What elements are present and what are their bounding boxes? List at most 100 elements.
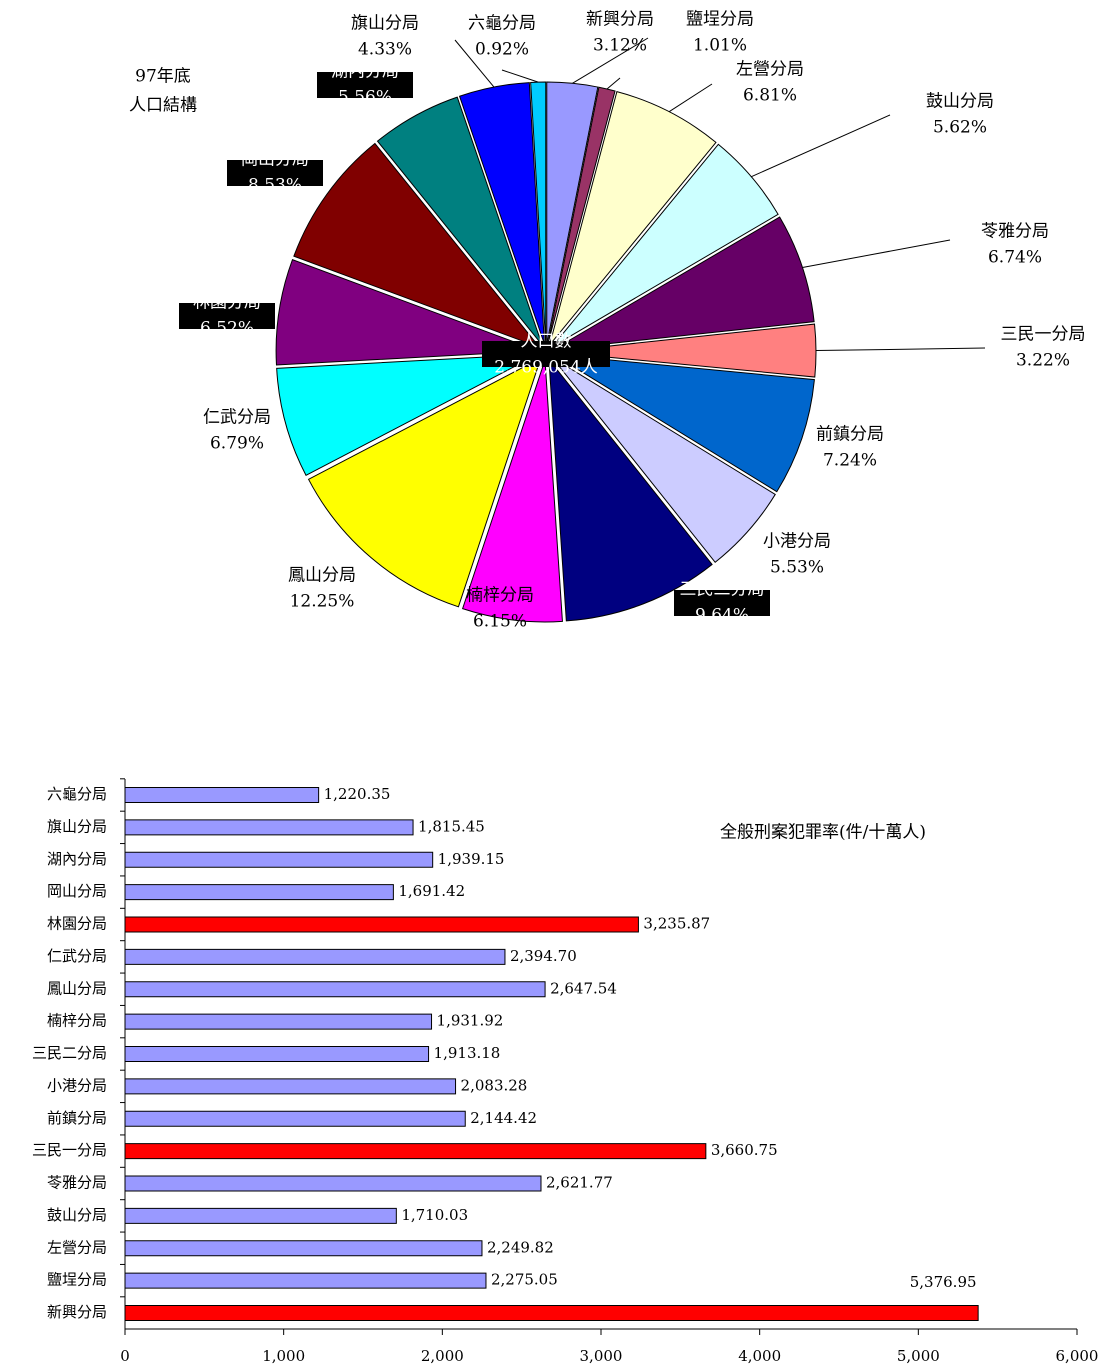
slice-label: 前鎮分局 bbox=[816, 425, 884, 445]
bar-value-label: 1,815.45 bbox=[418, 817, 485, 835]
y-tick-label: 鹽埕分局 bbox=[47, 1271, 107, 1289]
pie-slice bbox=[547, 86, 616, 345]
pie-slice bbox=[553, 216, 815, 350]
y-tick-label: 左營分局 bbox=[47, 1238, 107, 1256]
pie-slice bbox=[293, 142, 542, 349]
bar-value-label: 1,220.35 bbox=[324, 785, 391, 803]
bar-value-label: 1,931.92 bbox=[437, 1012, 504, 1030]
bar-value-label: 2,083.28 bbox=[461, 1076, 528, 1094]
leader-line bbox=[802, 239, 951, 268]
slice-value-label: 5.56% bbox=[338, 88, 392, 108]
bar bbox=[124, 1305, 979, 1321]
slice-value-label: 6.74% bbox=[988, 248, 1042, 268]
bar-value-label: 1,913.18 bbox=[434, 1044, 501, 1062]
bar bbox=[124, 787, 320, 803]
y-tick-label: 岡山分局 bbox=[47, 882, 107, 900]
x-tick-label: 3,000 bbox=[580, 1347, 623, 1365]
bar bbox=[124, 1207, 397, 1224]
pie-slice bbox=[307, 357, 542, 608]
label-box bbox=[674, 590, 770, 616]
slice-value-label: 6.15% bbox=[473, 612, 527, 632]
slice-value-label: 4.33% bbox=[358, 40, 412, 60]
center-box bbox=[482, 341, 610, 367]
y-tick-label: 鼓山分局 bbox=[47, 1206, 107, 1224]
bar-value-label: 1,939.15 bbox=[438, 850, 505, 868]
bar bbox=[124, 884, 394, 901]
bar bbox=[124, 1110, 466, 1127]
slice-label: 六龜分局 bbox=[468, 14, 536, 34]
bar-value-label: 2,621.77 bbox=[546, 1174, 613, 1192]
bar-title: 全般刑案犯罪率(件/十萬人) bbox=[720, 823, 926, 843]
pie-slice bbox=[530, 81, 547, 345]
label-box bbox=[179, 303, 275, 329]
x-tick-label: 1,000 bbox=[262, 1347, 305, 1365]
pie-slice bbox=[551, 143, 779, 348]
y-tick-label: 三民一分局 bbox=[32, 1141, 107, 1159]
slice-value-label: 9.64% bbox=[695, 606, 749, 626]
pie-slice bbox=[553, 354, 815, 493]
slice-label: 三民二分局 bbox=[680, 580, 765, 600]
slice-value-label: 3.22% bbox=[1016, 351, 1070, 371]
bar bbox=[124, 1143, 707, 1160]
bar bbox=[124, 981, 546, 998]
y-tick-label: 湖內分局 bbox=[47, 850, 107, 868]
x-tick-label: 0 bbox=[120, 1347, 130, 1365]
leader-line bbox=[572, 37, 649, 84]
pie-slice bbox=[276, 353, 539, 477]
slice-label: 旗山分局 bbox=[351, 14, 419, 34]
center-value: 2,769,054人 bbox=[494, 358, 598, 378]
y-tick-label: 鳳山分局 bbox=[47, 979, 107, 997]
slice-label: 仁武分局 bbox=[203, 408, 271, 428]
bar bbox=[124, 1078, 457, 1095]
x-tick-label: 6,000 bbox=[1056, 1347, 1099, 1365]
pie-slice bbox=[546, 81, 599, 345]
leader-line bbox=[815, 347, 986, 352]
bar bbox=[124, 916, 639, 933]
bar bbox=[124, 851, 434, 868]
bar-value-label: 1,710.03 bbox=[401, 1206, 468, 1224]
pie-slice bbox=[551, 356, 776, 563]
pie-slice bbox=[548, 357, 713, 622]
slice-label: 左營分局 bbox=[736, 60, 804, 80]
slice-label: 楠梓分局 bbox=[466, 586, 534, 606]
slice-label: 湖內分局 bbox=[331, 62, 399, 82]
slice-label: 小港分局 bbox=[763, 532, 831, 552]
y-tick-label: 苓雅分局 bbox=[47, 1174, 107, 1192]
x-tick-label: 2,000 bbox=[421, 1347, 464, 1365]
slice-label: 岡山分局 bbox=[241, 150, 309, 170]
slice-value-label: 12.25% bbox=[290, 592, 355, 612]
slice-value-label: 6.52% bbox=[200, 319, 254, 339]
slice-value-label: 6.79% bbox=[210, 434, 264, 454]
bar bbox=[124, 1240, 483, 1257]
y-tick-label: 旗山分局 bbox=[47, 817, 107, 835]
slice-value-label: 1.01% bbox=[693, 36, 747, 56]
slice-value-label: 3.12% bbox=[593, 36, 647, 56]
bar bbox=[124, 1272, 487, 1289]
slice-value-label: 7.24% bbox=[823, 451, 877, 471]
slice-label: 鼓山分局 bbox=[926, 92, 994, 112]
pie-slice bbox=[549, 91, 717, 346]
y-tick-label: 六龜分局 bbox=[47, 785, 107, 803]
bar-value-label: 5,376.95 bbox=[910, 1273, 977, 1291]
bar-value-label: 2,275.05 bbox=[491, 1271, 558, 1289]
bar-value-label: 3,235.87 bbox=[643, 915, 710, 933]
leader-line bbox=[668, 83, 713, 113]
y-tick-label: 楠梓分局 bbox=[47, 1012, 107, 1030]
slice-value-label: 0.92% bbox=[475, 40, 529, 60]
label-box bbox=[227, 160, 323, 186]
bar-value-label: 2,394.70 bbox=[510, 947, 577, 965]
pie-slice bbox=[461, 359, 563, 623]
leader-line bbox=[606, 77, 621, 90]
bar-value-label: 2,144.42 bbox=[470, 1109, 537, 1127]
center-label: 人口數 bbox=[521, 332, 572, 352]
pie-title: 97年底 bbox=[135, 67, 191, 87]
y-tick-label: 林園分局 bbox=[47, 915, 107, 933]
slice-label: 林園分局 bbox=[193, 293, 261, 313]
y-tick-label: 仁武分局 bbox=[47, 947, 107, 965]
pie-slice bbox=[275, 258, 539, 366]
leader-line bbox=[501, 69, 539, 83]
bar bbox=[124, 1013, 433, 1030]
y-tick-label: 前鎮分局 bbox=[47, 1109, 107, 1127]
x-tick-label: 4,000 bbox=[738, 1347, 781, 1365]
